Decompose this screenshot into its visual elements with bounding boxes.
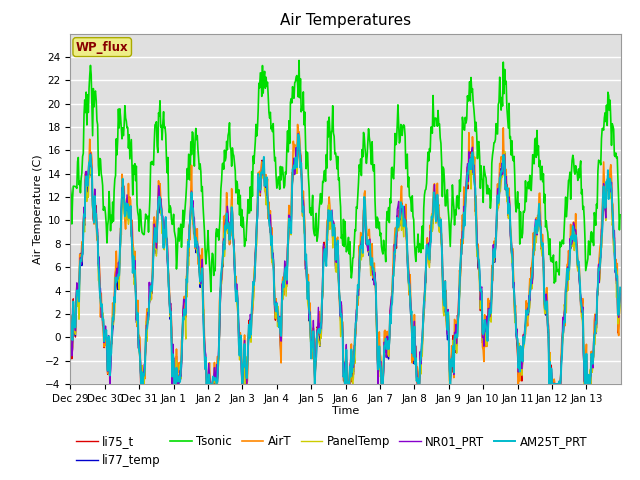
- li75_t: [106, 381, 114, 387]
- li77_temp: [294, 141, 302, 146]
- NR01_PRT: [616, 290, 624, 296]
- li77_temp: [106, 381, 114, 387]
- Tsonic: [207, 289, 214, 295]
- li77_temp: [403, 257, 411, 263]
- li77_temp: [281, 270, 289, 276]
- li75_t: [281, 269, 289, 275]
- li77_temp: [260, 156, 268, 162]
- AM25T_PRT: [616, 285, 624, 290]
- AM25T_PRT: [233, 288, 241, 293]
- li77_temp: [132, 286, 140, 292]
- AirT: [294, 121, 301, 127]
- X-axis label: Time: Time: [332, 407, 359, 417]
- li75_t: [233, 295, 241, 300]
- li77_temp: [233, 293, 241, 299]
- Text: WP_flux: WP_flux: [76, 41, 129, 54]
- Tsonic: [616, 212, 624, 218]
- Tsonic: [403, 151, 411, 157]
- li75_t: [434, 207, 442, 213]
- Tsonic: [434, 108, 442, 113]
- AirT: [616, 287, 624, 292]
- NR01_PRT: [434, 205, 442, 211]
- Tsonic: [295, 58, 303, 63]
- li75_t: [295, 139, 303, 145]
- PanelTemp: [434, 210, 442, 216]
- li77_temp: [434, 217, 442, 223]
- AirT: [132, 282, 140, 288]
- Line: AM25T_PRT: AM25T_PRT: [70, 134, 620, 384]
- AM25T_PRT: [294, 132, 302, 137]
- PanelTemp: [131, 268, 139, 274]
- PanelTemp: [139, 381, 147, 387]
- Tsonic: [260, 74, 268, 80]
- NR01_PRT: [233, 281, 241, 287]
- li75_t: [616, 288, 624, 293]
- Line: Tsonic: Tsonic: [70, 60, 620, 292]
- AirT: [434, 204, 442, 209]
- PanelTemp: [67, 325, 74, 331]
- PanelTemp: [616, 302, 624, 308]
- Title: Air Temperatures: Air Temperatures: [280, 13, 411, 28]
- PanelTemp: [260, 168, 268, 173]
- NR01_PRT: [403, 245, 411, 251]
- Tsonic: [67, 185, 74, 191]
- Tsonic: [281, 183, 289, 189]
- NR01_PRT: [67, 306, 74, 312]
- PanelTemp: [294, 135, 302, 141]
- AM25T_PRT: [131, 267, 139, 273]
- Line: NR01_PRT: NR01_PRT: [70, 133, 620, 384]
- NR01_PRT: [132, 281, 140, 287]
- AM25T_PRT: [281, 270, 289, 276]
- PanelTemp: [403, 255, 411, 261]
- NR01_PRT: [281, 258, 289, 264]
- PanelTemp: [233, 299, 241, 305]
- AirT: [106, 381, 114, 387]
- AirT: [260, 159, 268, 165]
- AirT: [233, 291, 241, 297]
- li75_t: [260, 162, 268, 168]
- Tsonic: [131, 161, 139, 167]
- AM25T_PRT: [260, 154, 268, 160]
- AM25T_PRT: [434, 202, 442, 208]
- Tsonic: [233, 179, 241, 184]
- li77_temp: [616, 295, 624, 301]
- NR01_PRT: [294, 131, 302, 136]
- li75_t: [403, 252, 411, 258]
- Line: AirT: AirT: [70, 124, 620, 384]
- li75_t: [132, 291, 140, 297]
- AirT: [67, 312, 74, 318]
- Y-axis label: Air Temperature (C): Air Temperature (C): [33, 154, 42, 264]
- AM25T_PRT: [403, 247, 411, 252]
- AirT: [281, 281, 289, 287]
- Legend: li75_t, li77_temp, Tsonic, AirT, PanelTemp, NR01_PRT, AM25T_PRT: li75_t, li77_temp, Tsonic, AirT, PanelTe…: [76, 435, 588, 468]
- AirT: [403, 251, 411, 256]
- PanelTemp: [281, 267, 289, 273]
- AM25T_PRT: [138, 381, 145, 387]
- AM25T_PRT: [67, 312, 74, 318]
- NR01_PRT: [106, 381, 114, 387]
- Line: li77_temp: li77_temp: [70, 144, 620, 384]
- Line: PanelTemp: PanelTemp: [70, 138, 620, 384]
- li77_temp: [67, 312, 74, 317]
- NR01_PRT: [260, 156, 268, 162]
- li75_t: [67, 317, 74, 323]
- Line: li75_t: li75_t: [70, 142, 620, 384]
